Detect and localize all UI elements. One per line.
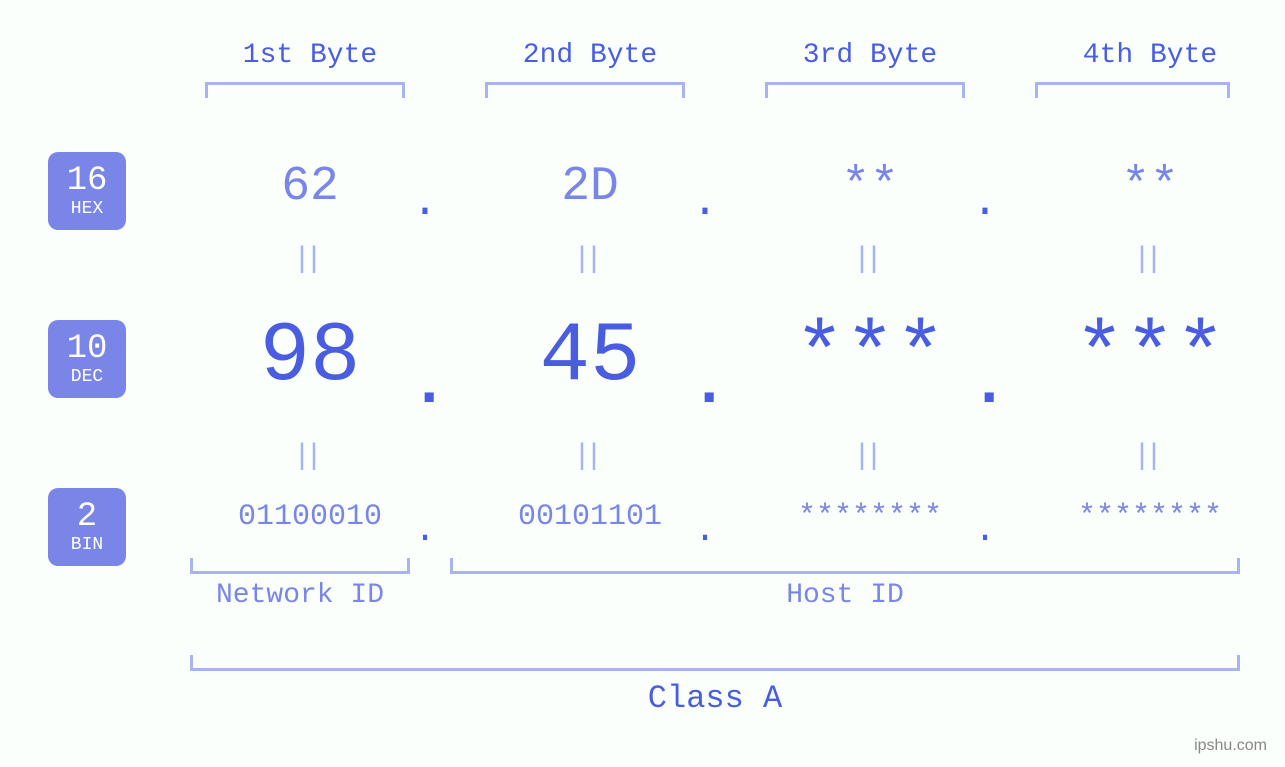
class-bracket xyxy=(190,655,1240,671)
byte-header-3: 3rd Byte xyxy=(740,40,1000,71)
ip-diagram: 1st Byte 2nd Byte 3rd Byte 4th Byte 16 H… xyxy=(0,0,1285,767)
hex-byte-1: 62 xyxy=(180,160,440,214)
eq-upper-4: || xyxy=(1125,243,1165,277)
hex-byte-2: 2D xyxy=(460,160,720,214)
eq-upper-2: || xyxy=(565,243,605,277)
host-label: Host ID xyxy=(450,580,1240,611)
badge-dec-num: 10 xyxy=(67,332,108,366)
eq-lower-4: || xyxy=(1125,440,1165,474)
bin-dot-1: . xyxy=(410,510,440,551)
byte-header-4: 4th Byte xyxy=(1020,40,1280,71)
host-bracket xyxy=(450,558,1240,574)
dec-byte-1: 98 xyxy=(180,310,440,405)
top-bracket-2 xyxy=(485,82,685,98)
eq-lower-1: || xyxy=(285,440,325,474)
badge-hex: 16 HEX xyxy=(48,152,126,230)
class-label: Class A xyxy=(190,680,1240,717)
byte-header-2: 2nd Byte xyxy=(460,40,720,71)
network-label: Network ID xyxy=(190,580,410,611)
network-bracket xyxy=(190,558,410,574)
dec-dot-2: . xyxy=(690,350,720,422)
badge-dec: 10 DEC xyxy=(48,320,126,398)
bin-byte-3: ******** xyxy=(740,500,1000,534)
bin-byte-2: 00101101 xyxy=(460,500,720,534)
top-bracket-3 xyxy=(765,82,965,98)
dec-byte-3: *** xyxy=(740,310,1000,405)
byte-header-1: 1st Byte xyxy=(180,40,440,71)
hex-dot-1: . xyxy=(410,178,440,228)
bin-byte-4: ******** xyxy=(1020,500,1280,534)
eq-upper-1: || xyxy=(285,243,325,277)
dec-dot-3: . xyxy=(970,350,1000,422)
eq-upper-3: || xyxy=(845,243,885,277)
bin-dot-2: . xyxy=(690,510,720,551)
hex-dot-3: . xyxy=(970,178,1000,228)
badge-bin-lbl: BIN xyxy=(71,536,103,554)
dec-byte-2: 45 xyxy=(460,310,720,405)
badge-dec-lbl: DEC xyxy=(71,368,103,386)
bin-byte-1: 01100010 xyxy=(180,500,440,534)
dec-dot-1: . xyxy=(410,350,440,422)
hex-dot-2: . xyxy=(690,178,720,228)
badge-hex-lbl: HEX xyxy=(71,200,103,218)
badge-bin-num: 2 xyxy=(77,500,97,534)
top-bracket-1 xyxy=(205,82,405,98)
bin-dot-3: . xyxy=(970,510,1000,551)
badge-bin: 2 BIN xyxy=(48,488,126,566)
hex-byte-4: ** xyxy=(1020,160,1280,214)
hex-byte-3: ** xyxy=(740,160,1000,214)
eq-lower-2: || xyxy=(565,440,605,474)
watermark: ipshu.com xyxy=(1194,737,1267,755)
dec-byte-4: *** xyxy=(1020,310,1280,405)
badge-hex-num: 16 xyxy=(67,164,108,198)
top-bracket-4 xyxy=(1035,82,1230,98)
eq-lower-3: || xyxy=(845,440,885,474)
